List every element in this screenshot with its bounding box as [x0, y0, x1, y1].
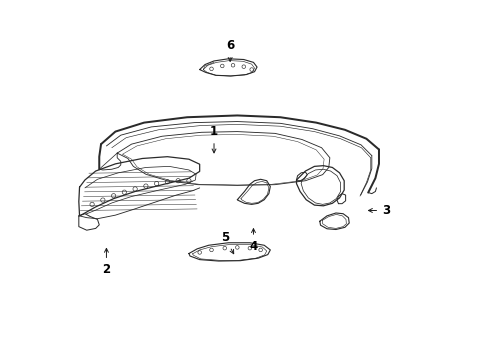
Text: 1: 1 — [209, 125, 218, 153]
Text: 2: 2 — [102, 248, 110, 276]
Text: 5: 5 — [220, 231, 233, 254]
Text: 4: 4 — [249, 229, 257, 253]
Text: 6: 6 — [225, 39, 234, 62]
Text: 3: 3 — [368, 204, 389, 217]
